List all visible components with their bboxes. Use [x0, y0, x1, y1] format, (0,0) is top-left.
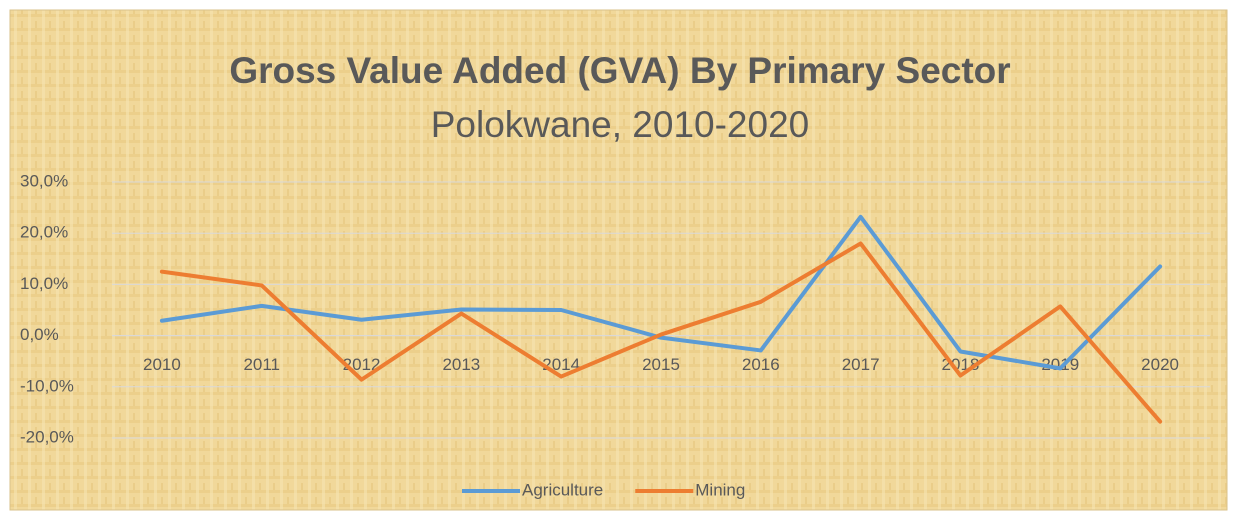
series-line — [159, 241, 1163, 424]
y-tick-label: 30,0% — [20, 171, 68, 190]
y-tick-label: -10,0% — [20, 376, 74, 395]
y-tick-label: 0,0% — [20, 325, 59, 344]
chart-subtitle: Polokwane, 2010-2020 — [431, 104, 810, 145]
legend-label: Agriculture — [522, 480, 603, 499]
chart-title: Gross Value Added (GVA) By Primary Secto… — [229, 50, 1010, 91]
x-tick-label: 2013 — [442, 355, 480, 374]
background — [9, 9, 1228, 511]
x-tick-label: 2020 — [1141, 355, 1179, 374]
x-tick-label: 2015 — [642, 355, 680, 374]
y-tick-label: -20,0% — [20, 427, 74, 446]
x-tick-label: 2017 — [842, 355, 880, 374]
x-tick-label: 2010 — [143, 355, 181, 374]
series-line — [159, 214, 1163, 371]
y-tick-label: 10,0% — [20, 274, 68, 293]
x-tick-label: 2016 — [742, 355, 780, 374]
x-tick-label: 2011 — [243, 355, 280, 374]
legend-label: Mining — [695, 480, 745, 499]
y-tick-label: 20,0% — [20, 223, 68, 242]
